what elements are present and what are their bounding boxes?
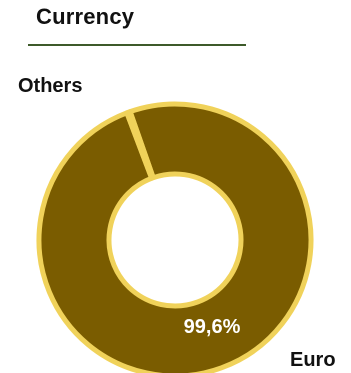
slice-euro xyxy=(36,101,314,373)
title-underline xyxy=(28,44,246,46)
slice-others xyxy=(124,109,156,181)
chart-title: Currency xyxy=(36,4,135,29)
data-label-euro: 99,6% xyxy=(184,316,241,338)
slice-label-euro: Euro xyxy=(290,349,336,371)
slice-label-others: Others xyxy=(18,75,82,97)
